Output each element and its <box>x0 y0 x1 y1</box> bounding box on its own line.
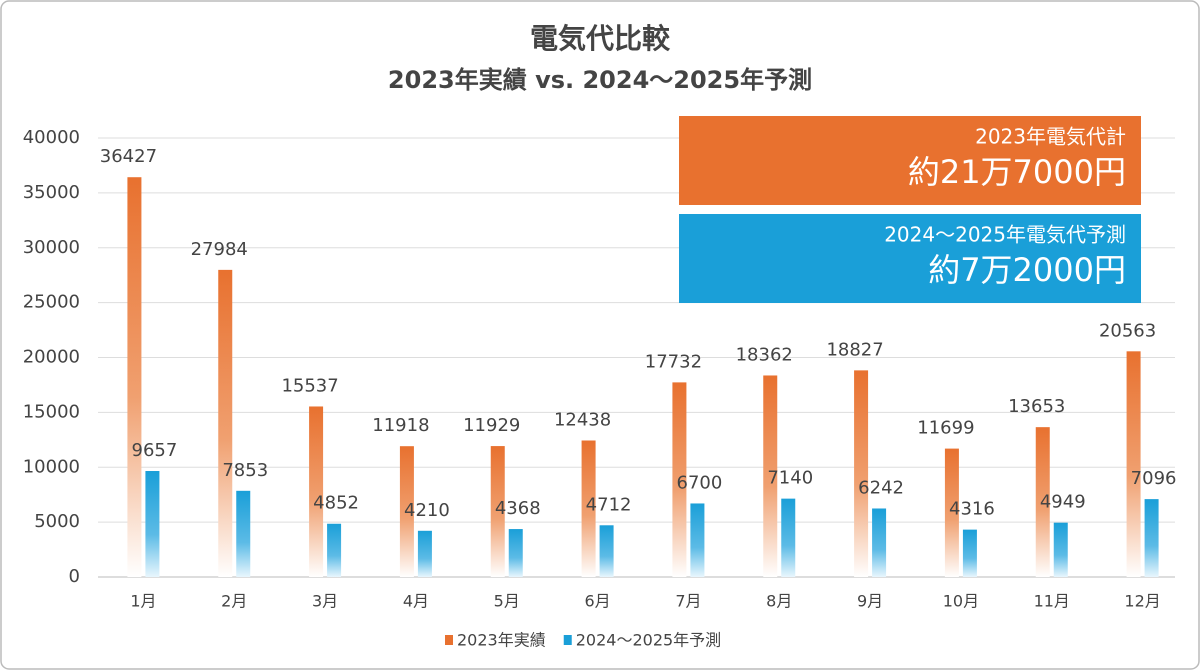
y-tick-label: 20000 <box>23 347 80 368</box>
chart-title: 電気代比較 <box>530 22 671 55</box>
value-label: 36427 <box>100 146 157 167</box>
value-label: 17732 <box>645 351 702 372</box>
value-label: 9657 <box>132 440 178 461</box>
legend-swatch <box>563 635 572 645</box>
value-label: 12438 <box>554 409 611 430</box>
bar <box>236 490 251 577</box>
value-label: 11699 <box>917 418 974 439</box>
bar <box>327 523 342 577</box>
bar <box>1053 522 1068 577</box>
value-label: 15537 <box>281 375 338 396</box>
y-tick-label: 10000 <box>23 456 80 477</box>
bar <box>145 471 160 577</box>
bar <box>854 370 869 577</box>
y-tick-label: 30000 <box>23 237 80 258</box>
value-label: 4949 <box>1040 492 1086 513</box>
legend-label: 2023年実績 <box>457 631 546 650</box>
y-tick-label: 25000 <box>23 292 80 313</box>
bar <box>508 529 523 577</box>
value-label: 4316 <box>949 499 995 520</box>
bar <box>599 525 614 577</box>
x-tick-label: 9月 <box>857 592 883 611</box>
y-tick-label: 35000 <box>23 182 80 203</box>
value-label: 7853 <box>222 460 268 481</box>
bar <box>490 446 505 577</box>
bar <box>417 530 432 577</box>
bar <box>309 406 324 577</box>
value-label: 20563 <box>1099 320 1156 341</box>
annotation-text: 約21万7000円 <box>908 153 1126 191</box>
bar <box>944 448 959 577</box>
bar <box>672 382 687 577</box>
bar <box>1126 351 1141 577</box>
annotation-text: 約7万2000円 <box>928 251 1126 289</box>
value-label: 11929 <box>463 415 520 436</box>
y-tick-label: 40000 <box>23 127 80 148</box>
legend-label: 2024～2025年予測 <box>576 631 721 650</box>
value-label: 18827 <box>826 339 883 360</box>
bar <box>763 375 778 577</box>
y-tick-label: 5000 <box>34 511 80 532</box>
value-label: 6700 <box>677 472 723 493</box>
annotation-box <box>679 116 1141 205</box>
x-tick-label: 3月 <box>312 592 338 611</box>
bar <box>781 498 796 577</box>
x-tick-label: 5月 <box>494 592 520 611</box>
value-label: 7140 <box>767 468 813 489</box>
bar <box>1144 499 1159 577</box>
x-tick-label: 2月 <box>221 592 247 611</box>
value-label: 11918 <box>372 415 429 436</box>
y-tick-label: 0 <box>69 566 80 587</box>
bar <box>962 529 977 577</box>
value-label: 4852 <box>313 493 359 514</box>
annotation-box <box>679 214 1141 303</box>
y-tick-label: 15000 <box>23 401 80 422</box>
x-tick-label: 8月 <box>766 592 792 611</box>
value-label: 13653 <box>1008 396 1065 417</box>
chart-subtitle: 2023年実績 vs. 2024～2025年予測 <box>388 66 812 94</box>
annotation-label: 2024～2025年電気代予測 <box>884 223 1126 247</box>
x-tick-label: 6月 <box>584 592 610 611</box>
bar <box>581 440 596 577</box>
bar <box>399 446 414 577</box>
value-label: 4368 <box>495 498 541 519</box>
bar <box>127 177 142 577</box>
x-tick-label: 7月 <box>675 592 701 611</box>
value-label: 27984 <box>191 239 248 260</box>
x-tick-label: 11月 <box>1034 592 1070 611</box>
bar <box>218 269 233 577</box>
value-label: 7096 <box>1131 468 1177 489</box>
value-label: 18362 <box>736 344 793 365</box>
x-tick-label: 10月 <box>943 592 979 611</box>
bar <box>1035 427 1050 577</box>
x-tick-label: 12月 <box>1124 592 1160 611</box>
annotation-label: 2023年電気代計 <box>975 125 1126 149</box>
x-tick-label: 1月 <box>130 592 156 611</box>
value-label: 6242 <box>858 477 904 498</box>
value-label: 4210 <box>404 500 450 521</box>
legend-swatch <box>445 635 453 645</box>
x-tick-label: 4月 <box>403 592 429 611</box>
bar <box>690 503 705 577</box>
bar <box>872 508 887 577</box>
value-label: 4712 <box>586 494 632 515</box>
